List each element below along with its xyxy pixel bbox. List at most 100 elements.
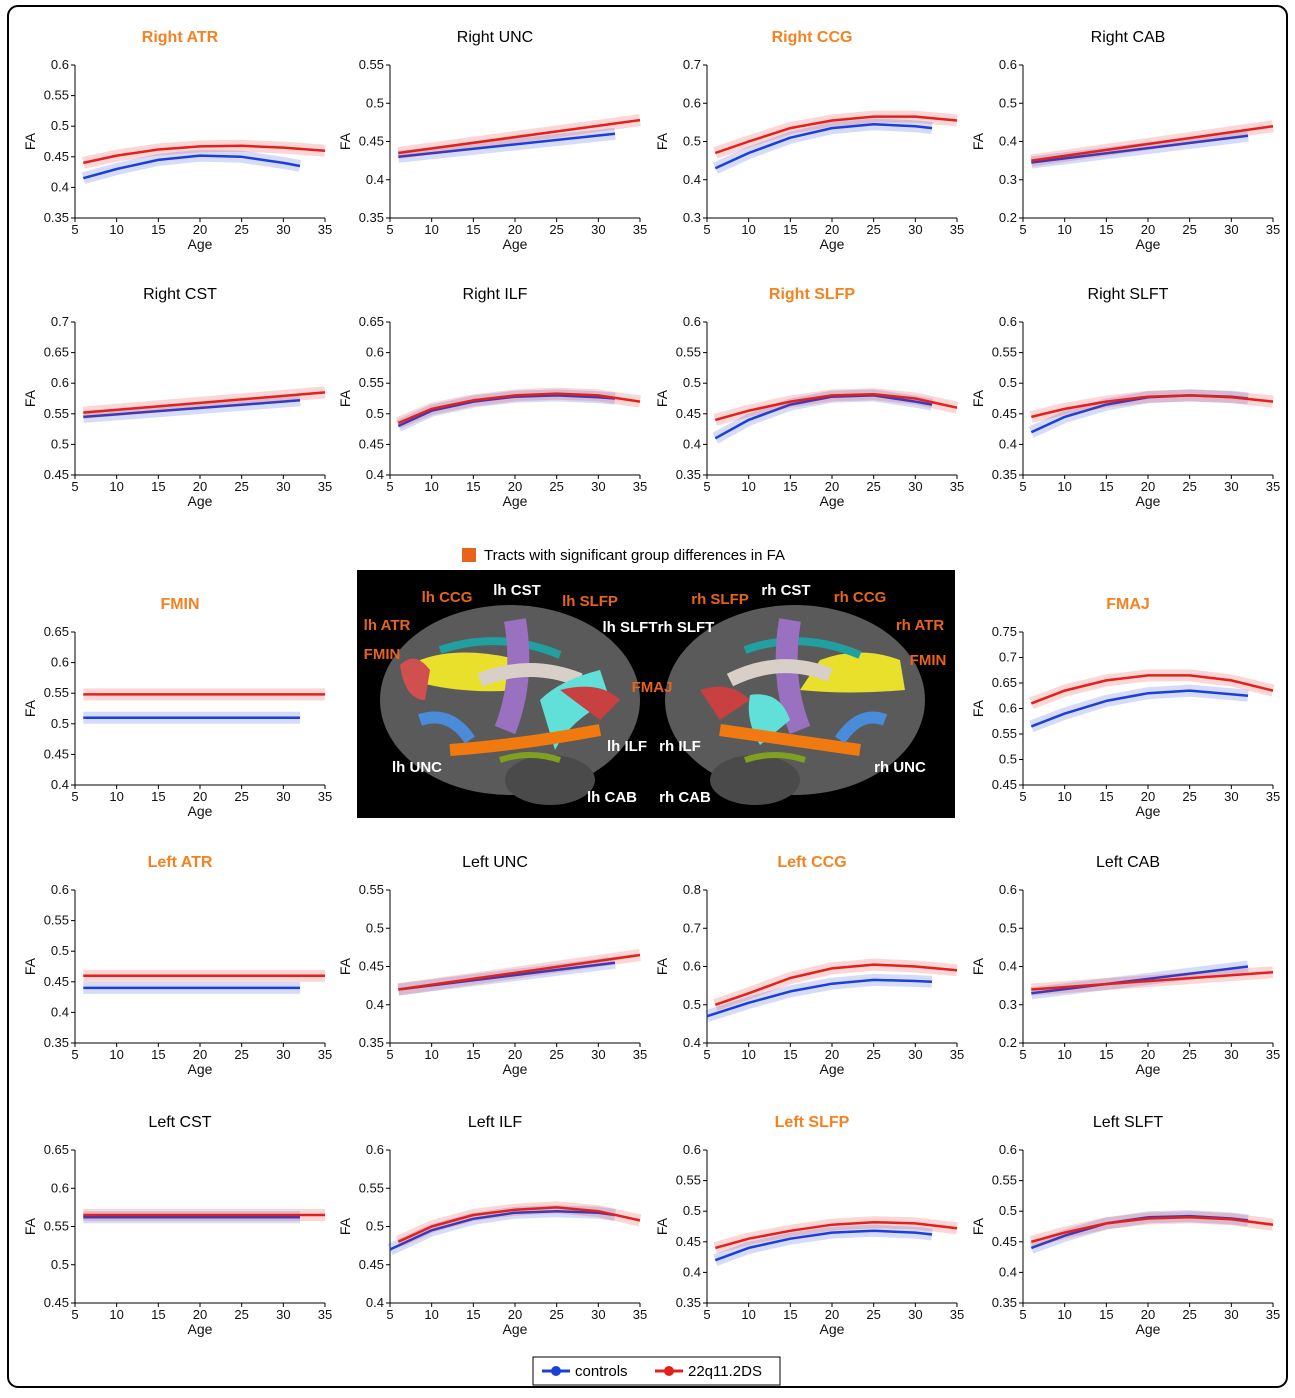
tract-ccg-r [743,637,862,659]
y-tick-label: 0.55 [992,345,1017,360]
x-tick-label: 20 [508,1307,522,1322]
x-tick-label: 15 [466,1047,480,1062]
x-tick-label: 30 [276,1047,290,1062]
x-tick-label: 15 [151,1307,165,1322]
x-tick-label: 10 [1057,1307,1071,1322]
y-tick-label: 0.55 [44,913,69,928]
x-tick-label: 20 [508,222,522,237]
x-tick-label: 5 [386,479,393,494]
x-tick-label: 10 [1057,479,1071,494]
y-tick-label: 0.6 [51,57,69,72]
fit-line [1030,689,1249,728]
x-tick-label: 35 [1266,1307,1280,1322]
y-tick-label: 0.55 [992,726,1017,741]
x-axis-label: Age [503,1321,528,1337]
y-tick-label: 0.4 [999,134,1017,149]
x-tick-label: 10 [741,1307,755,1322]
x-tick-label: 35 [633,1307,647,1322]
tract-fmaj [560,686,620,720]
fit-line [397,1206,641,1243]
x-tick-label: 15 [151,222,165,237]
y-tick-label: 0.55 [44,88,69,103]
fit-line [1031,394,1274,419]
x-tick-label: 35 [318,1047,332,1062]
panel: 0.45 0.5 0.55 0.6 0.65 5 10 15 20 25 30 35 Age FA Left… [22,1114,332,1337]
y-tick-label: 0.45 [676,406,701,421]
x-tick-label: 10 [109,1047,123,1062]
y-tick-label: 0.45 [992,1234,1017,1249]
y-tick-label: 0.6 [683,95,701,110]
y-axis-label: FA [22,389,38,407]
y-tick-label: 0.5 [999,920,1017,935]
y-tick-label: 0.45 [44,149,69,164]
y-tick-label: 0.6 [999,701,1017,716]
x-tick-label: 30 [1224,1047,1238,1062]
fit-line [398,132,616,159]
tract-fmin [400,658,430,700]
x-axis-label: Age [503,236,528,252]
y-axis-label: FA [337,132,353,150]
tract-label: lh CAB [587,789,637,806]
fit-line [714,115,958,155]
panel: 0.35 0.4 0.45 0.5 0.55 0.6 5 10 15 20 25 30 35 Age FA R… [22,29,332,252]
panel-title: Left UNC [462,854,528,871]
x-tick-label: 5 [703,222,710,237]
x-axis-label: Age [188,493,213,509]
y-tick-label: 0.5 [999,95,1017,110]
x-tick-label: 35 [950,1047,964,1062]
y-axis-label: FA [337,1217,353,1235]
y-tick-label: 0.5 [366,406,384,421]
y-tick-label: 0.6 [683,1142,701,1157]
x-axis-label: Age [188,236,213,252]
tract-unc-r [835,711,888,744]
fit-line [83,144,326,165]
x-axis-label: Age [1136,1321,1161,1337]
y-tick-label: 0.45 [44,467,69,482]
y-tick-label: 0.35 [992,1295,1017,1310]
y-tick-label: 0.4 [683,1035,701,1050]
y-axis-label: FA [654,1217,670,1235]
brain-panel: Tracts with significant group difference… [357,547,955,818]
panel-title: Left ILF [468,1114,522,1131]
x-tick-label: 35 [633,222,647,237]
panel-title: Left CST [148,1114,211,1131]
y-tick-label: 0.5 [683,134,701,149]
x-tick-label: 5 [703,479,710,494]
y-tick-label: 0.45 [44,1295,69,1310]
y-tick-label: 0.65 [44,624,69,639]
x-tick-label: 20 [193,1047,207,1062]
y-tick-label: 0.4 [683,172,701,187]
y-axis-label: FA [970,132,986,150]
y-axis-label: FA [22,699,38,717]
x-tick-label: 20 [1141,479,1155,494]
x-tick-label: 30 [591,222,605,237]
x-tick-label: 25 [1182,789,1196,804]
x-tick-label: 20 [1141,789,1155,804]
y-tick-label: 0.45 [359,959,384,974]
x-tick-label: 5 [1019,1307,1026,1322]
y-tick-label: 0.55 [359,1180,384,1195]
x-tick-label: 30 [1224,789,1238,804]
x-axis-label: Age [503,1061,528,1077]
x-tick-label: 10 [741,222,755,237]
tract-label: rh ATR [896,617,944,634]
x-tick-label: 35 [318,222,332,237]
x-tick-label: 10 [424,479,438,494]
x-tick-label: 35 [318,1307,332,1322]
panel: 0.35 0.4 0.45 0.5 0.55 0.6 5 10 15 20 25 30 35 Age FA L… [654,1114,964,1337]
x-tick-label: 25 [549,479,563,494]
x-tick-label: 10 [109,1307,123,1322]
tract-label: FMAJ [632,679,673,696]
x-tick-label: 20 [1141,222,1155,237]
x-tick-label: 5 [71,222,78,237]
panel-title: Right ILF [463,286,528,303]
y-tick-label: 0.6 [999,882,1017,897]
panel: 0.35 0.4 0.45 0.5 0.55 0.6 5 10 15 20 25 30 35 Age FA R… [970,286,1280,509]
tract-label: lh SLFT [603,619,658,636]
x-tick-label: 25 [1182,222,1196,237]
y-tick-label: 0.35 [359,210,384,225]
y-axis-label: FA [654,132,670,150]
fit-line [397,394,616,428]
tract-atr-r [800,652,905,693]
x-tick-label: 20 [825,479,839,494]
